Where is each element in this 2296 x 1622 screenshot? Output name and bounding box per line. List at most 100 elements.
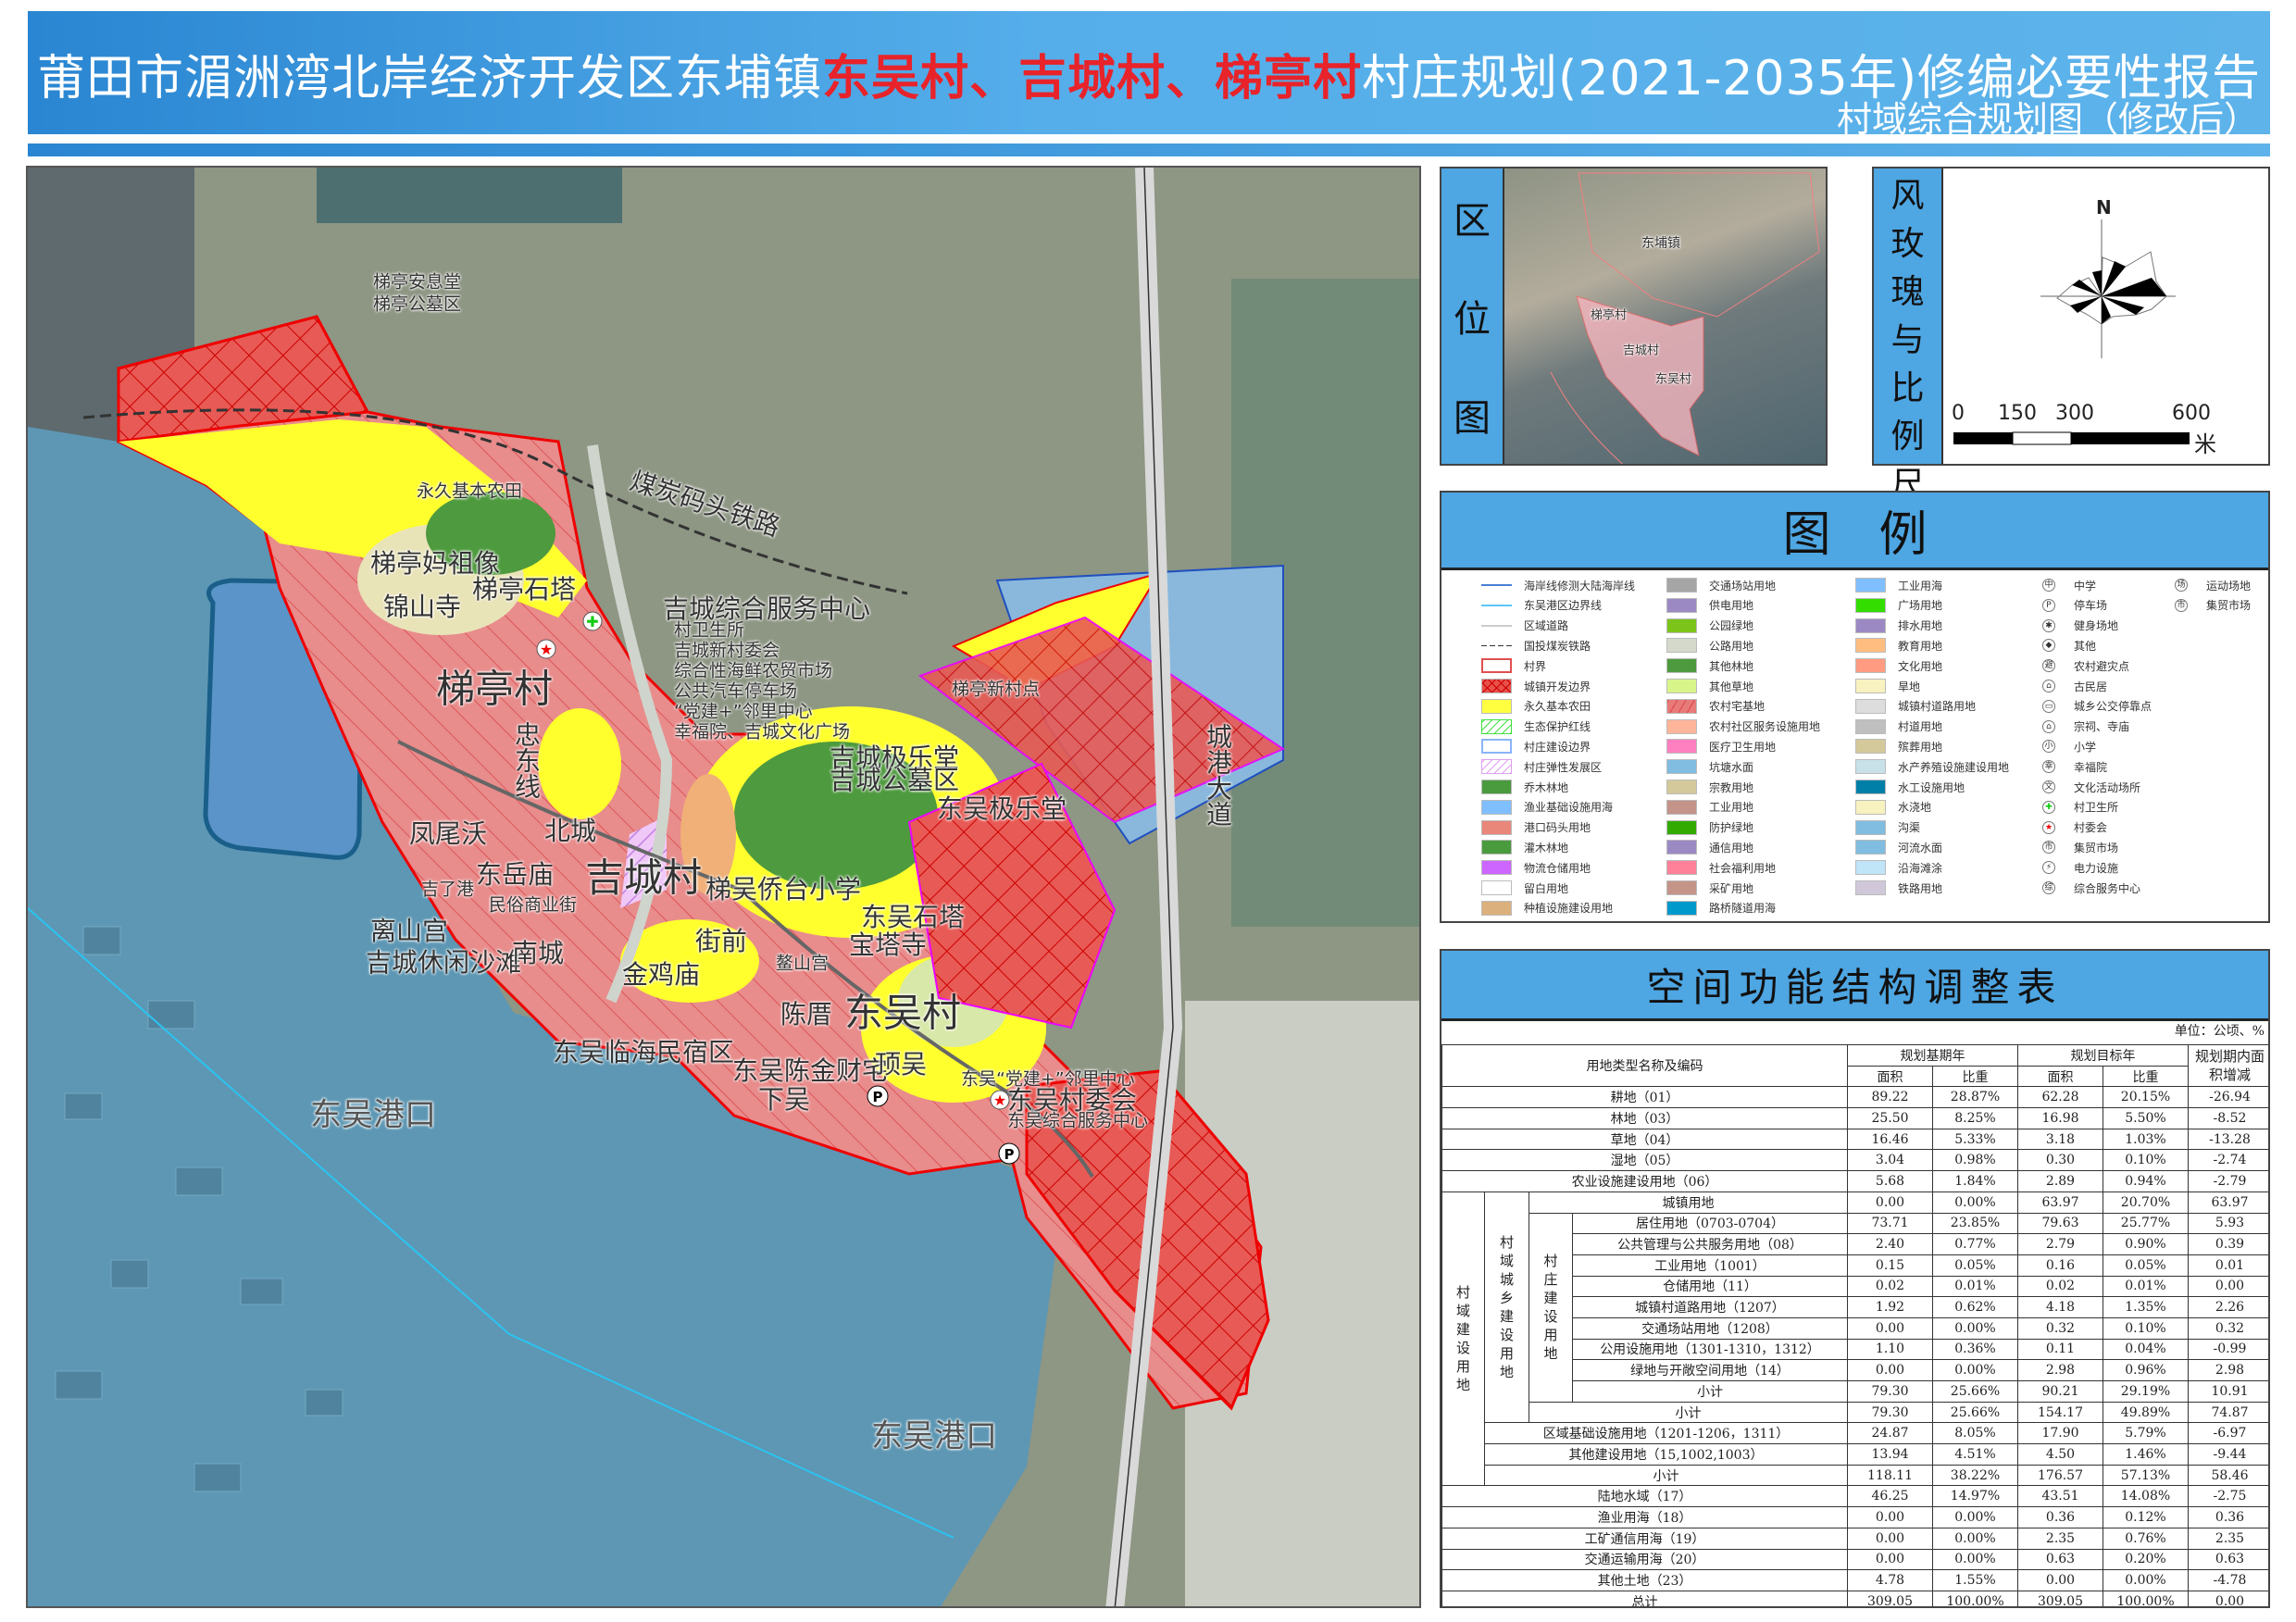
legend-swatch bbox=[1481, 658, 1512, 674]
legend-label: 集贸市场 bbox=[2074, 841, 2119, 855]
target-area-cell: 0.63 bbox=[2017, 1548, 2103, 1571]
sports-icon: 场 bbox=[2175, 579, 2188, 592]
change-cell: -13.28 bbox=[2188, 1128, 2268, 1151]
table-row: 公用设施用地（1301-1310，1312） 1.10 0.36% 0.11 0.04%… bbox=[1442, 1338, 2268, 1361]
target-area-cell: 309.05 bbox=[2017, 1590, 2103, 1606]
table-row: 小计 79.30 25.66% 154.17 49.89% 74.87 bbox=[1442, 1401, 2268, 1424]
map-label: 东吴港口 bbox=[310, 1096, 436, 1134]
legend-label: 村庄建设边界 bbox=[1524, 740, 1591, 754]
legend-swatch bbox=[1481, 718, 1512, 734]
structure-adjustment-table-panel: 空间功能结构调整表 单位：公顷、% 用地类型名称及编码 规划基期年 规划目标年 … bbox=[1440, 949, 2270, 1608]
legend-label: 村卫生所 bbox=[2074, 801, 2119, 815]
legend-label: 村道用地 bbox=[1898, 720, 1943, 734]
base-area-cell: 79.30 bbox=[1847, 1380, 1933, 1403]
legend-label: 集贸市场 bbox=[2206, 599, 2252, 613]
change-cell: 0.01 bbox=[2188, 1254, 2268, 1277]
north-arrow-label: N bbox=[2096, 196, 2112, 218]
land-type-name: 林地（03） bbox=[1441, 1107, 1848, 1129]
land-type-name: 城镇用地 bbox=[1529, 1191, 1848, 1214]
map-label: 金鸡庙 bbox=[622, 959, 701, 990]
target-area-cell: 63.97 bbox=[2017, 1191, 2103, 1214]
legend-label: 公路用地 bbox=[1709, 639, 1754, 653]
base-ratio-cell: 25.66% bbox=[1932, 1380, 2018, 1403]
legend-swatch bbox=[1666, 759, 1697, 775]
legend-title: 图 例 bbox=[1441, 493, 2268, 570]
legend-label: 宗祠、寺庙 bbox=[2074, 720, 2130, 734]
table-title: 空间功能结构调整表 bbox=[1441, 951, 2268, 1021]
legend-label: 留白用地 bbox=[1524, 881, 1569, 895]
change-cell: 10.91 bbox=[2188, 1380, 2268, 1403]
legend-label: 中学 bbox=[2074, 579, 2097, 593]
map-label: 东吴陈金财宅 bbox=[732, 1055, 889, 1086]
target-area-cell: 0.00 bbox=[2017, 1569, 2103, 1591]
power-icon: ⚡ bbox=[2042, 861, 2055, 875]
land-type-name: 农业设施建设用地（06） bbox=[1441, 1170, 1848, 1192]
legend-label: 教育用地 bbox=[1898, 639, 1943, 653]
legend-item: 国投煤炭铁路 bbox=[1481, 636, 1591, 655]
base-ratio-cell: 1.84% bbox=[1932, 1170, 2018, 1192]
parking-icon: P bbox=[1004, 1146, 1015, 1163]
land-type-name: 总计 bbox=[1441, 1590, 1848, 1606]
legend-item: 水工设施用地 bbox=[1855, 778, 1965, 796]
legend-item: 广场用地 bbox=[1855, 596, 1942, 615]
legend-label: 农村避灾点 bbox=[2074, 659, 2130, 673]
base-ratio-cell: 0.36% bbox=[1932, 1338, 2018, 1361]
coal-railway bbox=[82, 408, 908, 595]
change-cell: 0.00 bbox=[2188, 1275, 2268, 1298]
legend-swatch bbox=[1855, 638, 1886, 654]
land-use-map[interactable]: ★ ✚ ★ P P 梯亭安息堂 梯亭公墓区 永久基本农田 梯亭妈祖像 梯亭石塔 锦山寺 梯亭… bbox=[26, 166, 1421, 1608]
target-area-cell: 0.36 bbox=[2017, 1506, 2103, 1528]
label-char: 例 bbox=[1890, 418, 1925, 455]
map-label: 鳌山宫 bbox=[776, 953, 830, 974]
legend-label: 河流水面 bbox=[1898, 841, 1943, 855]
target-ratio-cell: 0.12% bbox=[2103, 1506, 2189, 1528]
forest-central bbox=[734, 742, 938, 890]
legend-item: 海岸线修测大陆海岸线 bbox=[1481, 576, 1635, 594]
map-label: 吉城新村委会 bbox=[674, 640, 780, 661]
land-type-name: 交通场站用地（1208） bbox=[1572, 1316, 1848, 1340]
change-cell: 58.46 bbox=[2188, 1464, 2268, 1487]
change-cell: 2.26 bbox=[2188, 1296, 2268, 1318]
land-type-name: 耕地（01） bbox=[1441, 1086, 1848, 1109]
change-cell: -8.52 bbox=[2188, 1107, 2268, 1129]
target-ratio-cell: 25.77% bbox=[2103, 1212, 2189, 1235]
legend-label: 工业用海 bbox=[1898, 579, 1943, 593]
base-ratio-cell: 0.05% bbox=[1932, 1254, 2018, 1277]
legend-label: 防护绿地 bbox=[1709, 821, 1754, 835]
base-area-cell: 1.10 bbox=[1847, 1338, 1933, 1361]
legend-item: 渔业基础设施用海 bbox=[1481, 798, 1613, 817]
legend-swatch bbox=[1481, 860, 1512, 876]
target-area-cell: 2.35 bbox=[2017, 1527, 2103, 1550]
legend-label: 农村社区服务设施用地 bbox=[1709, 720, 1821, 734]
target-ratio-cell: 49.89% bbox=[2103, 1401, 2189, 1424]
target-ratio-cell: 0.10% bbox=[2103, 1149, 2189, 1172]
base-area-cell: 24.87 bbox=[1847, 1422, 1933, 1445]
port-boundary-line bbox=[28, 907, 955, 1539]
legend-label: 村委会 bbox=[2074, 821, 2108, 835]
legend-swatch bbox=[1666, 880, 1697, 895]
base-ratio-cell: 0.00% bbox=[1932, 1506, 2018, 1528]
legend-swatch bbox=[1855, 739, 1886, 755]
table-row: 公共管理与公共服务用地（08） 2.40 0.77% 2.79 0.90% 0.39 bbox=[1442, 1233, 2268, 1255]
base-area-cell: 25.50 bbox=[1847, 1107, 1933, 1129]
legend-item: 铁路用地 bbox=[1855, 879, 1942, 897]
primary-school-icon: 小 bbox=[2042, 740, 2055, 754]
target-ratio-cell: 20.15% bbox=[2103, 1086, 2189, 1109]
base-area-cell: 118.11 bbox=[1847, 1464, 1933, 1487]
land-use-table: 用地类型名称及编码 规划基期年 规划目标年 规划期内面积增减 面积 比重 面积 … bbox=[1441, 1043, 2268, 1606]
land-type-name: 渔业用海（18） bbox=[1441, 1506, 1848, 1528]
land-type-name: 城镇村道路用地（1207） bbox=[1572, 1296, 1848, 1318]
base-ratio-cell: 14.97% bbox=[1932, 1485, 2018, 1508]
legend-item: ◆ 其他 bbox=[2042, 636, 2096, 655]
legend-label: 种植设施建设用地 bbox=[1524, 902, 1614, 916]
legend-item: 工业用地 bbox=[1666, 798, 1753, 817]
target-ratio-cell: 57.13% bbox=[2103, 1464, 2189, 1487]
base-area-cell: 0.00 bbox=[1847, 1191, 1933, 1214]
legend-item: 路桥隧道用海 bbox=[1666, 899, 1776, 917]
legend-swatch bbox=[1666, 718, 1697, 734]
map-label: 吉城村 bbox=[585, 855, 703, 901]
map-label: 锦山寺 bbox=[383, 592, 462, 622]
base-ratio-cell: 23.85% bbox=[1932, 1212, 2018, 1235]
table-row: 湿地（05） 3.04 0.98% 0.30 0.10% -2.74 bbox=[1441, 1149, 2268, 1172]
base-ratio-cell: 0.00% bbox=[1932, 1548, 2018, 1571]
